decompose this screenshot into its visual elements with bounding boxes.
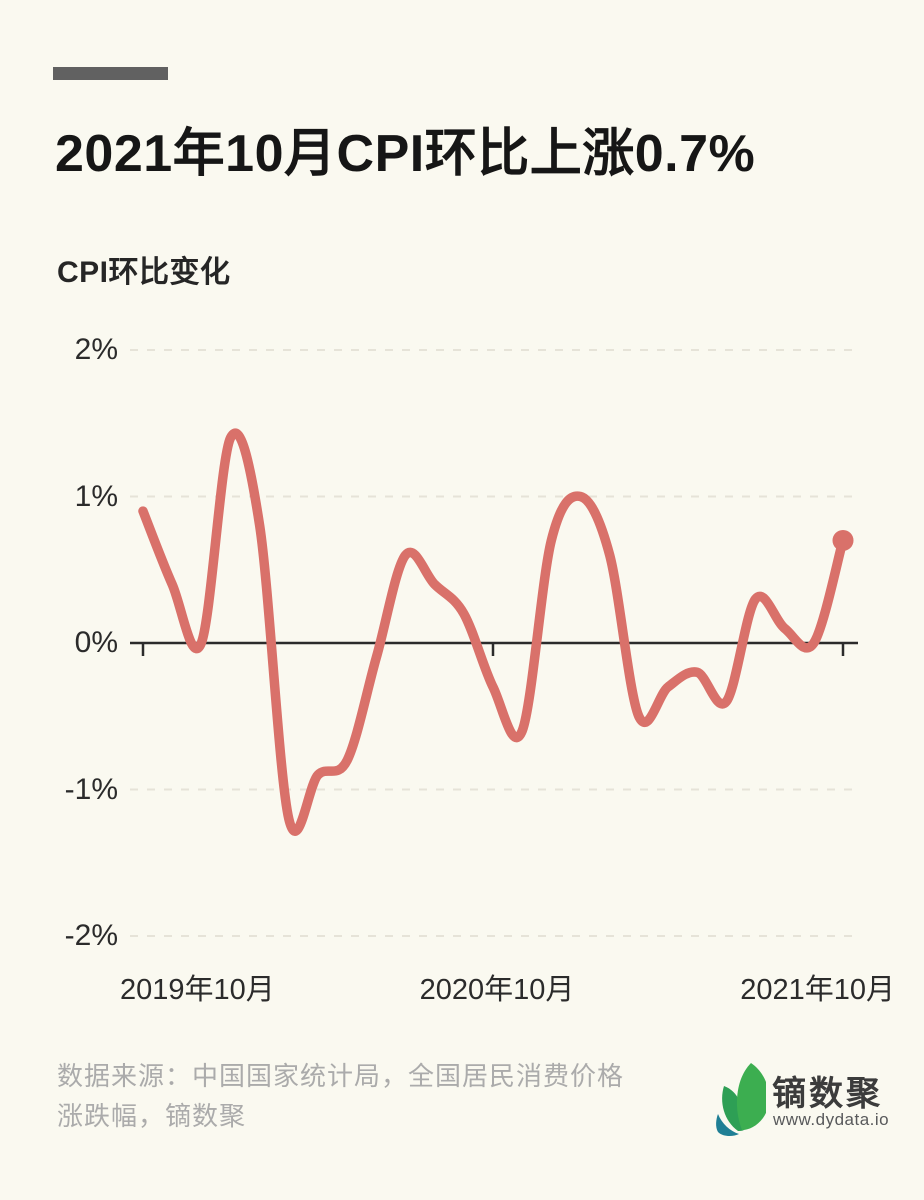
leaf-dark-shape xyxy=(722,1086,745,1131)
logo-text: 镝数聚 xyxy=(772,1075,883,1113)
axis-layer xyxy=(130,641,858,656)
y-tick-label: 0% xyxy=(74,626,118,659)
y-tick-label: 2% xyxy=(74,333,118,366)
x-tick-label: 2019年10月 xyxy=(120,974,275,1006)
page-title: 2021年10月CPI环比上涨0.7% xyxy=(55,125,756,183)
chart-title: CPI环比变化 xyxy=(57,256,231,289)
data-source-note: 数据来源：中国国家统计局，全国居民消费价格 涨跌幅，镝数聚 xyxy=(57,1056,687,1136)
y-tick-label: -2% xyxy=(64,919,118,952)
x-tick-label: 2021年10月 xyxy=(740,974,895,1006)
y-tick-label: 1% xyxy=(74,479,118,513)
leaf-main-shape xyxy=(737,1063,766,1130)
dydata-logo: 镝数聚 www.dydata.io xyxy=(712,1062,892,1142)
data-source-line2: 涨跌幅，镝数聚 xyxy=(57,1101,247,1131)
y-tick-label: -1% xyxy=(64,772,118,806)
x-tick-label: 2020年10月 xyxy=(419,974,575,1006)
logo-url: www.dydata.io xyxy=(773,1110,890,1129)
leaf-logo-icon xyxy=(716,1063,766,1137)
cpi-mom-line xyxy=(138,428,848,836)
title-accent-bar xyxy=(53,67,168,80)
data-source-line1: 数据来源：中国国家统计局，全国居民消费价格 xyxy=(57,1061,625,1091)
leaf-teal-shape xyxy=(716,1114,739,1137)
series-layer xyxy=(138,428,854,836)
cpi-end-dot xyxy=(832,529,854,551)
